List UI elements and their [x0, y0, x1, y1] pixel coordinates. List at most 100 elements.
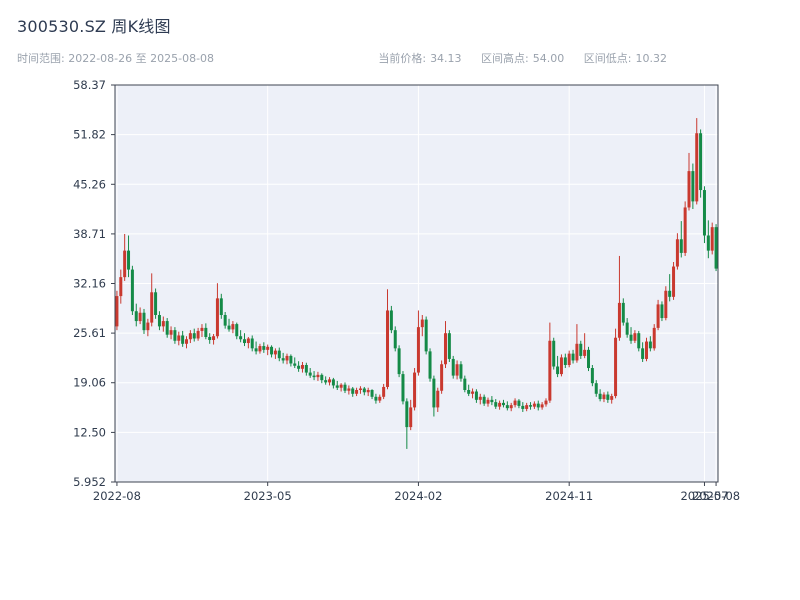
x-tick-label: 2022-08: [93, 489, 141, 503]
candle-body: [714, 227, 718, 269]
candle-body: [571, 353, 575, 361]
candle-body: [300, 365, 304, 369]
candle-body: [266, 346, 270, 350]
candle-body: [567, 353, 571, 366]
candle-body: [490, 399, 494, 403]
candle-body: [486, 399, 490, 404]
candle-body: [699, 133, 703, 191]
candle-body: [115, 296, 119, 327]
candle-body: [273, 350, 277, 355]
candle-body: [629, 334, 633, 341]
candle-body: [335, 385, 339, 388]
candle-body: [641, 348, 645, 359]
candle-body: [617, 302, 621, 338]
candle-body: [598, 393, 602, 400]
candle-body: [583, 349, 587, 356]
candle-body: [366, 389, 370, 393]
candle-body: [590, 368, 594, 384]
candle-body: [161, 321, 165, 327]
range-low: 区间低点: 10.32: [583, 52, 667, 65]
candle-body: [285, 355, 289, 361]
candle-body: [428, 351, 432, 379]
candle-body: [393, 330, 397, 349]
time-range-label: 时间范围: 2022-08-26 至 2025-08-08: [17, 52, 215, 65]
candle-body: [130, 269, 134, 312]
candle-body: [424, 319, 428, 352]
candle-body: [150, 292, 154, 323]
candle-body: [532, 403, 536, 407]
candle-body: [683, 207, 687, 253]
candle-body: [544, 400, 548, 405]
y-tick-label: 38.71: [73, 227, 106, 241]
candle-body: [536, 403, 540, 408]
price-stats: 当前价格: 34.13 区间高点: 54.00 区间低点: 10.32: [378, 50, 667, 66]
candle-body: [386, 310, 390, 387]
candle-body: [459, 364, 463, 379]
candle-body: [235, 324, 239, 337]
candle-body: [498, 402, 502, 407]
candle-body: [250, 338, 254, 349]
candle-body: [212, 336, 216, 341]
candle-body: [548, 340, 552, 401]
candle-body: [587, 349, 591, 369]
candle-body: [188, 333, 192, 340]
candle-body: [142, 312, 146, 331]
candle-body: [231, 324, 235, 330]
candle-body: [443, 333, 447, 365]
candle-body: [409, 407, 413, 428]
candle-body: [482, 396, 486, 404]
candle-body: [695, 133, 699, 202]
candle-body: [397, 348, 401, 375]
candle-body: [134, 311, 138, 322]
candle-body: [702, 190, 706, 236]
candle-body: [185, 339, 189, 344]
candle-body: [602, 394, 606, 400]
candle-body: [556, 366, 560, 375]
candle-body: [208, 336, 212, 341]
candle-body: [308, 372, 312, 376]
x-tick-label: 2025-07: [680, 489, 728, 503]
x-tick-label: 2024-11: [545, 489, 593, 503]
candle-body: [324, 380, 328, 383]
y-tick-label: 25.61: [73, 326, 106, 340]
candle-body: [339, 384, 343, 388]
candle-body: [644, 341, 648, 359]
candle-body: [467, 389, 471, 394]
candle-body: [242, 339, 246, 344]
candle-body: [293, 363, 297, 366]
candle-body: [675, 239, 679, 267]
candle-body: [474, 391, 478, 400]
candle-body: [254, 348, 258, 352]
candle-body: [347, 388, 351, 391]
candle-body: [664, 290, 668, 319]
candle-body: [177, 335, 181, 341]
x-tick-label: 2023-05: [244, 489, 292, 503]
current-price: 当前价格: 34.13: [378, 52, 462, 65]
candle-body: [127, 250, 131, 270]
y-tick-label: 58.37: [73, 78, 106, 92]
candle-body: [648, 341, 652, 349]
candle-body: [270, 346, 274, 355]
candle-body: [559, 357, 563, 375]
candle-body: [154, 292, 158, 316]
y-tick-label: 12.50: [73, 425, 106, 439]
candle-body: [297, 365, 301, 369]
y-tick-label: 45.26: [73, 177, 106, 191]
candle-body: [192, 333, 196, 339]
candle-body: [146, 322, 150, 331]
candle-body: [575, 343, 579, 361]
candle-body: [196, 330, 200, 339]
candle-body: [316, 374, 320, 378]
candle-body: [451, 358, 455, 376]
candle-body: [181, 335, 185, 344]
candle-body: [281, 358, 285, 361]
candle-body: [478, 396, 482, 400]
candle-body: [420, 319, 424, 328]
candle-body: [258, 346, 262, 352]
candle-body: [517, 400, 521, 406]
candle-body: [432, 378, 436, 408]
candle-body: [471, 391, 475, 394]
candle-body: [606, 394, 610, 400]
candle-body: [579, 343, 583, 356]
candle-body: [200, 327, 204, 331]
